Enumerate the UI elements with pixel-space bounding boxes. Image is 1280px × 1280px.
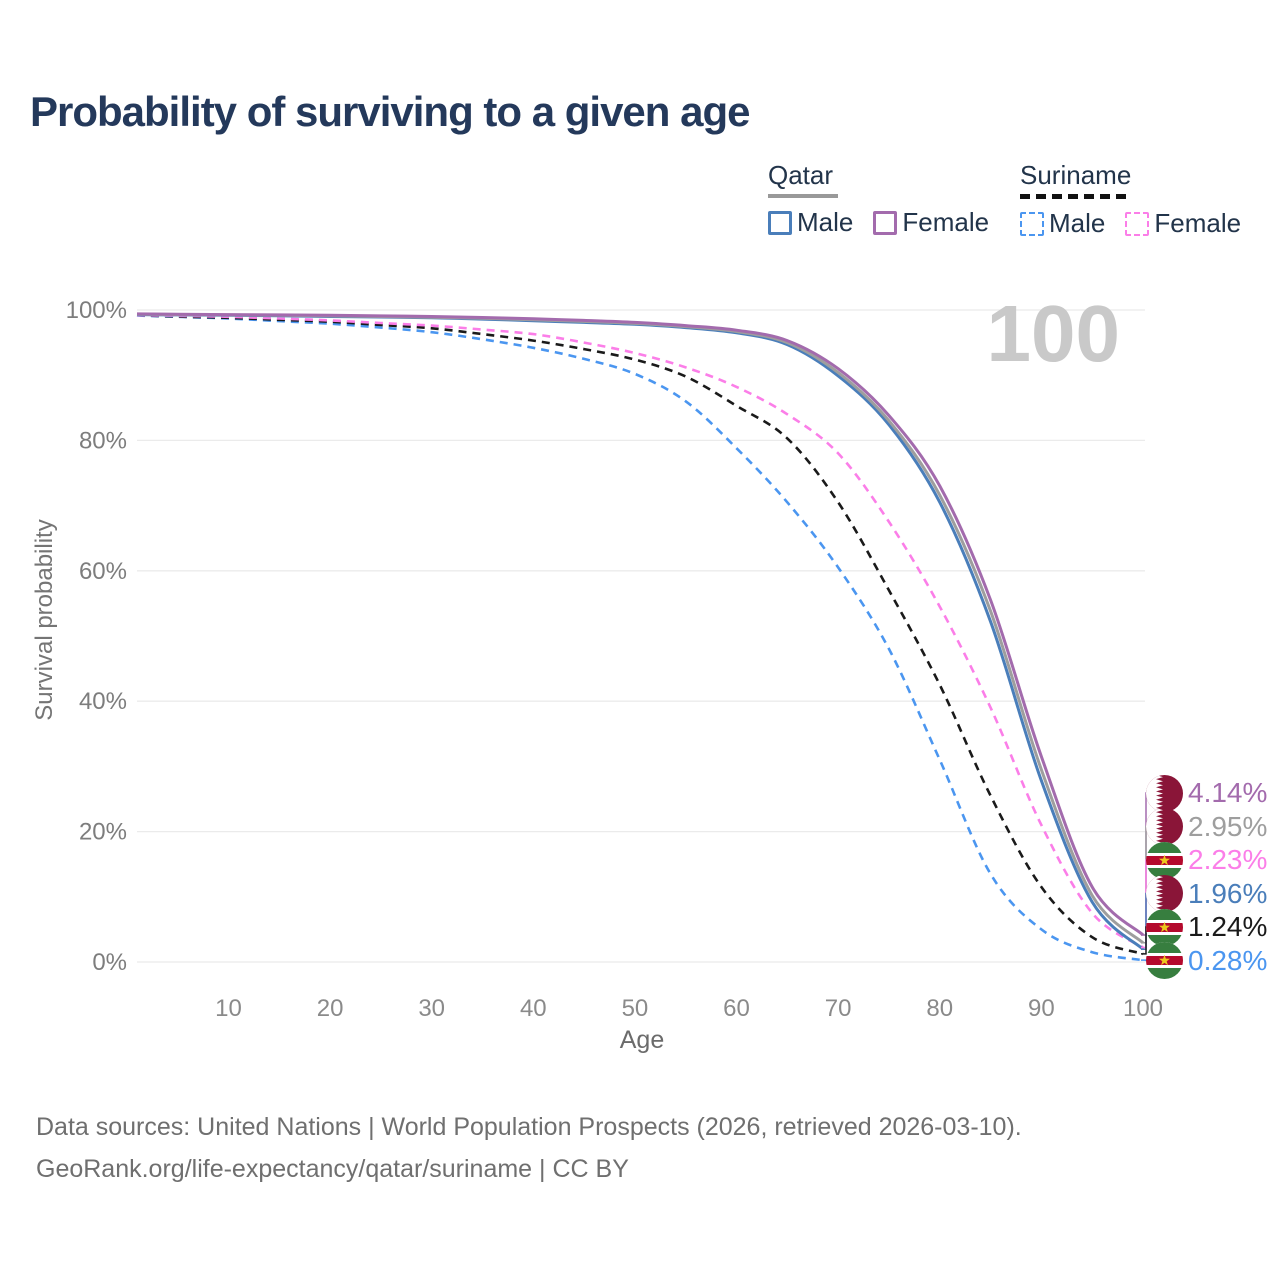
x-tick-label: 100 (1123, 995, 1163, 1022)
y-tick-label: 80% (79, 427, 127, 454)
attribution-link[interactable]: GeoRank.org/life-expectancy/qatar/surina… (36, 1155, 629, 1183)
end-label-suriname-male: 0.28% (1146, 942, 1267, 979)
legend-label-qatar-female: Female (902, 207, 990, 237)
chart-footer: Data sources: United Nations | World Pop… (36, 1106, 1022, 1190)
x-tick-label: 80 (926, 995, 953, 1022)
end-label-suriname-female: 2.23% (1146, 841, 1268, 879)
y-tick-label: 60% (79, 558, 127, 585)
end-label-value-qatar-male: 1.96% (1188, 877, 1268, 909)
hover-age-indicator: 100 (986, 289, 1120, 378)
y-tick-label: 40% (79, 688, 127, 715)
end-label-qatar-female: 4.14% (1146, 774, 1268, 812)
qatar-flag-icon (1146, 875, 1183, 912)
qatar-flag-icon (1146, 774, 1183, 812)
suriname-flag-icon (1146, 908, 1183, 946)
qatar-flag-icon (1146, 808, 1183, 845)
end-label-value-suriname-male: 0.28% (1188, 944, 1268, 976)
legend-item-suriname-male[interactable]: Male (1020, 208, 1105, 239)
y-tick-label: 20% (79, 819, 127, 846)
x-tick-label: 60 (723, 995, 750, 1022)
x-tick-label: 20 (317, 995, 344, 1022)
end-label-qatar-total: 2.95% (1146, 808, 1267, 845)
x-tick-label: 70 (825, 995, 852, 1022)
y-tick-label: 100% (66, 297, 127, 324)
x-tick-label: 50 (622, 995, 649, 1022)
curve-qatar-female[interactable] (136, 312, 1145, 937)
end-label-value-suriname-total: 1.24% (1188, 911, 1268, 942)
curve-qatar-male[interactable] (136, 313, 1145, 951)
legend-item-suriname-female[interactable]: Female (1125, 208, 1241, 239)
legend-item-qatar-female[interactable]: Female (873, 207, 989, 238)
legend-swatch-suriname-male[interactable] (1020, 211, 1044, 236)
legend-linestyle-suriname (1020, 194, 1126, 199)
x-tick-label: 10 (215, 995, 242, 1022)
legend-label-suriname-female: Female (1154, 208, 1242, 238)
curve-suriname-total[interactable] (136, 313, 1144, 956)
x-tick-label: 40 (520, 995, 547, 1022)
legend-label-qatar-male: Male (797, 207, 854, 237)
end-label-qatar-male: 1.96% (1146, 875, 1267, 912)
x-tick-label: 30 (418, 995, 445, 1022)
curve-suriname-female[interactable] (136, 313, 1144, 949)
end-label-value-suriname-female: 2.23% (1188, 844, 1268, 875)
legend-swatch-qatar-female[interactable] (873, 210, 898, 235)
end-label-value-qatar-female: 4.14% (1188, 777, 1268, 808)
legend-country-suriname[interactable]: Suriname (1020, 160, 1132, 190)
legend-country-qatar[interactable]: Qatar (768, 160, 834, 190)
legend-swatch-suriname-female[interactable] (1125, 211, 1150, 236)
x-tick-label: 90 (1028, 995, 1055, 1022)
legend-swatch-qatar-male[interactable] (768, 210, 792, 235)
legend-label-suriname-male: Male (1049, 208, 1106, 238)
curve-suriname-male[interactable] (136, 314, 1144, 962)
legend-group-qatar: Qatar Male Female (768, 160, 989, 238)
page-title: Probability of surviving to a given age (30, 88, 750, 135)
suriname-flag-icon (1146, 841, 1183, 879)
suriname-flag-icon (1146, 942, 1183, 979)
legend-group-suriname: Suriname Male Female (1020, 160, 1241, 239)
legend-linestyle-qatar (768, 194, 838, 198)
y-tick-label: 0% (92, 949, 127, 976)
legend-item-qatar-male[interactable]: Male (768, 207, 853, 238)
end-label-value-qatar-total: 2.95% (1188, 810, 1268, 842)
x-axis-title: Age (619, 1026, 665, 1054)
end-label-suriname-total: 1.24% (1146, 908, 1268, 946)
data-sources-text: Data sources: United Nations | World Pop… (36, 1113, 1022, 1141)
